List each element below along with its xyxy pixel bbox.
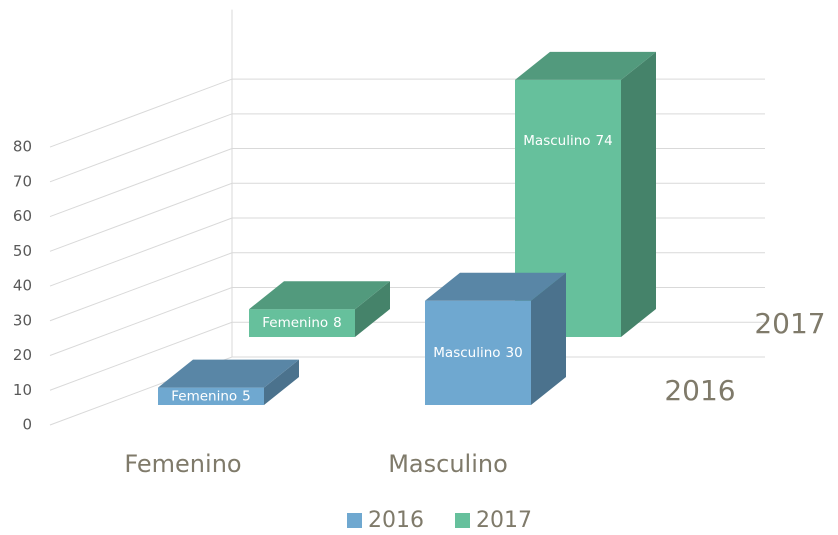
y-tick-label: 80 xyxy=(13,138,32,156)
bar-top xyxy=(158,359,299,388)
legend-label: 2017 xyxy=(476,508,532,533)
grid-line xyxy=(49,321,765,391)
data-label-category: Masculino xyxy=(523,133,590,149)
data-label-category: Femenino xyxy=(171,388,237,404)
data-label-value: 5 xyxy=(242,388,251,404)
y-tick-label: 70 xyxy=(13,172,32,190)
y-tick-label: 60 xyxy=(13,207,32,225)
bar-front xyxy=(158,387,264,405)
bar-top xyxy=(425,272,566,301)
grid-line xyxy=(49,252,765,322)
x-tick-label: Masculino xyxy=(388,450,508,478)
bar xyxy=(158,359,299,405)
grid-line xyxy=(49,217,765,287)
grid-line xyxy=(49,113,765,183)
depth-axis-label: 2017 xyxy=(754,307,825,340)
grid-line xyxy=(49,182,765,252)
legend: 2016 2017 xyxy=(347,508,532,533)
y-tick-label: 30 xyxy=(13,311,32,329)
legend-swatch xyxy=(455,513,470,528)
data-label: Masculino 30 xyxy=(433,345,522,361)
data-label: Femenino 5 xyxy=(171,388,251,404)
data-label-value: 74 xyxy=(596,133,613,149)
y-tick-label: 50 xyxy=(13,242,32,260)
grid-line xyxy=(49,287,765,356)
y-tick-label: 20 xyxy=(13,346,32,364)
grid-line xyxy=(49,148,765,218)
bar-front xyxy=(425,300,531,405)
data-label-value: 30 xyxy=(506,345,523,361)
grid-line xyxy=(49,356,765,426)
y-tick-label: 40 xyxy=(13,277,32,295)
bar-side xyxy=(264,359,299,405)
data-label-value: 8 xyxy=(333,315,342,331)
data-label-category: Femenino xyxy=(262,315,328,331)
bar-side xyxy=(621,51,656,337)
bar xyxy=(515,51,656,337)
grid-line xyxy=(49,78,765,148)
depth-axis-label: 2016 xyxy=(664,374,735,407)
y-tick-label: 0 xyxy=(22,416,32,434)
data-label: Femenino 8 xyxy=(262,315,342,331)
bar-top xyxy=(515,51,656,80)
bar-top xyxy=(249,281,390,310)
bar-side xyxy=(355,281,390,337)
bar xyxy=(249,281,390,337)
bar-front xyxy=(249,309,355,337)
legend-swatch xyxy=(347,513,362,528)
legend-label: 2016 xyxy=(368,508,424,533)
bar xyxy=(425,272,566,405)
bar-side xyxy=(531,272,566,405)
x-tick-label: Femenino xyxy=(124,450,241,478)
data-label-category: Masculino xyxy=(433,345,500,361)
y-tick-label: 10 xyxy=(13,381,32,399)
data-label: Masculino 74 xyxy=(523,133,612,149)
